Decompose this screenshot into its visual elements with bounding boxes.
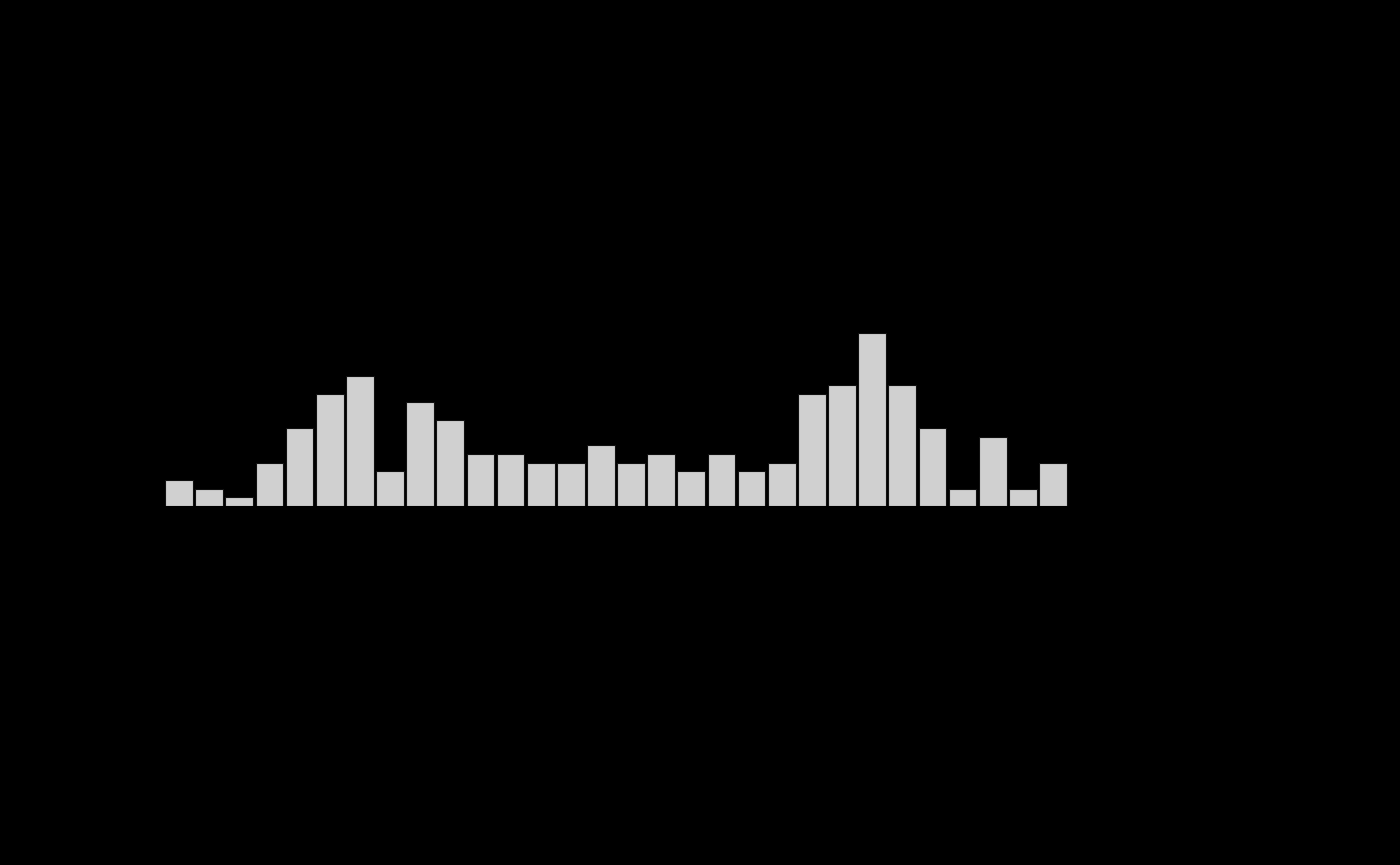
Bar <box>346 376 374 506</box>
Bar <box>526 463 554 506</box>
Bar <box>497 454 525 506</box>
Bar <box>437 420 465 506</box>
Bar <box>286 428 314 506</box>
Bar <box>918 428 946 506</box>
Bar <box>196 489 223 506</box>
Bar <box>707 454 735 506</box>
Bar <box>377 471 403 506</box>
Bar <box>256 463 283 506</box>
Bar <box>225 497 253 506</box>
Bar <box>1039 463 1067 506</box>
Bar <box>316 394 343 506</box>
Bar <box>587 445 615 506</box>
Bar <box>767 463 795 506</box>
Bar <box>738 471 766 506</box>
Bar <box>889 385 916 506</box>
Bar <box>678 471 706 506</box>
Bar <box>858 333 886 506</box>
Bar <box>406 402 434 506</box>
Bar <box>949 489 976 506</box>
Bar <box>829 385 855 506</box>
Bar <box>557 463 585 506</box>
Bar <box>1009 489 1036 506</box>
Bar <box>165 480 193 506</box>
Bar <box>647 454 675 506</box>
Bar <box>617 463 645 506</box>
Bar <box>798 394 826 506</box>
Bar <box>979 437 1007 506</box>
Bar <box>466 454 494 506</box>
